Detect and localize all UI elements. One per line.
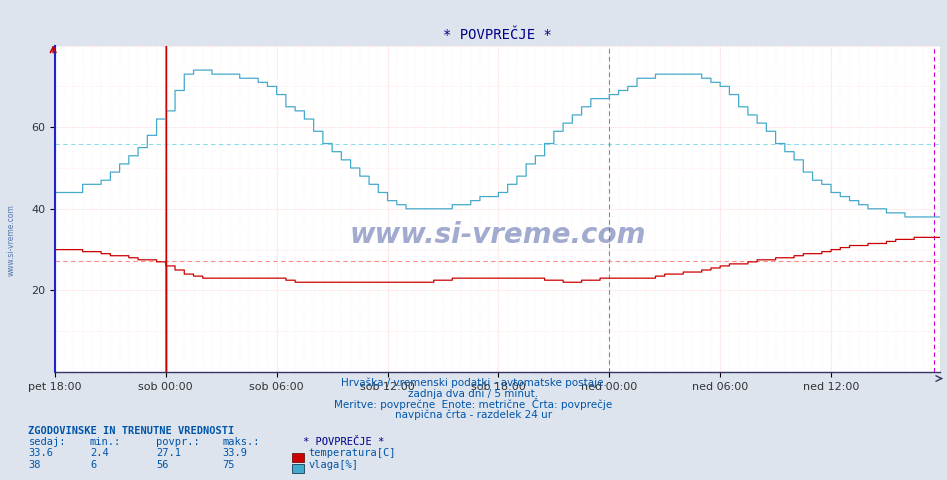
Text: 33.6: 33.6 bbox=[28, 448, 53, 458]
Text: povpr.:: povpr.: bbox=[156, 437, 200, 447]
Text: * POVPREČJE *: * POVPREČJE * bbox=[303, 437, 384, 447]
Text: 56: 56 bbox=[156, 460, 169, 470]
Text: min.:: min.: bbox=[90, 437, 121, 447]
Text: 6: 6 bbox=[90, 460, 97, 470]
Text: 75: 75 bbox=[223, 460, 235, 470]
Text: Hrvaška / vremenski podatki - avtomatske postaje.: Hrvaška / vremenski podatki - avtomatske… bbox=[341, 378, 606, 388]
Text: 33.9: 33.9 bbox=[223, 448, 247, 458]
Text: 2.4: 2.4 bbox=[90, 448, 109, 458]
Text: 27.1: 27.1 bbox=[156, 448, 181, 458]
Text: temperatura[C]: temperatura[C] bbox=[309, 448, 396, 458]
Text: www.si-vreme.com: www.si-vreme.com bbox=[7, 204, 16, 276]
Text: Meritve: povprečne  Enote: metrične  Črta: povprečje: Meritve: povprečne Enote: metrične Črta:… bbox=[334, 397, 613, 409]
Text: vlaga[%]: vlaga[%] bbox=[309, 460, 359, 470]
Text: www.si-vreme.com: www.si-vreme.com bbox=[349, 221, 646, 249]
Text: zadnja dva dni / 5 minut.: zadnja dva dni / 5 minut. bbox=[408, 389, 539, 399]
Text: ZGODOVINSKE IN TRENUTNE VREDNOSTI: ZGODOVINSKE IN TRENUTNE VREDNOSTI bbox=[28, 426, 235, 436]
Text: maks.:: maks.: bbox=[223, 437, 260, 447]
Text: navpična črta - razdelek 24 ur: navpična črta - razdelek 24 ur bbox=[395, 409, 552, 420]
Title: * POVPREČJE *: * POVPREČJE * bbox=[443, 28, 552, 42]
Text: 38: 38 bbox=[28, 460, 41, 470]
Text: sedaj:: sedaj: bbox=[28, 437, 66, 447]
